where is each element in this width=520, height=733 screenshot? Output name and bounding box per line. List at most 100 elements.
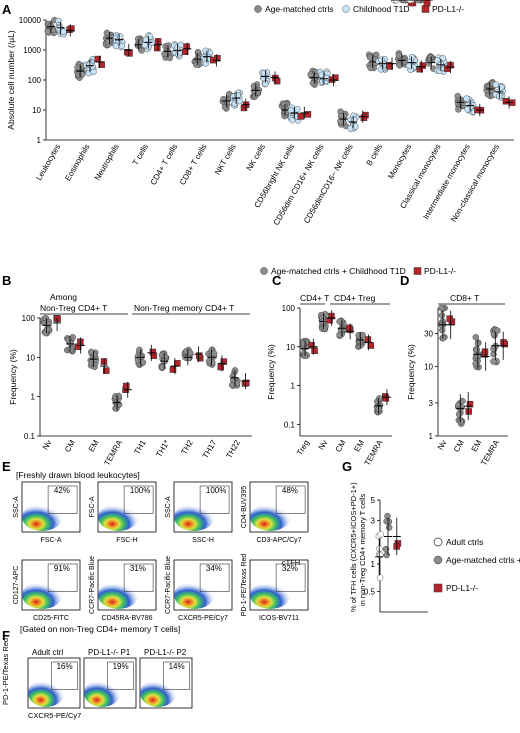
flow-e-7-xlabel: CXCR5-PE/Cy7: [178, 615, 228, 622]
chartG-point: [406, 0, 414, 4]
chartA-point: [194, 48, 202, 56]
chartC-xtick-label: EM: [352, 438, 366, 453]
chartG-point: [376, 574, 384, 581]
flow-e-2-ylabel: FSC-A: [89, 496, 96, 517]
flow-e-8-xlabel: ICOS-BV711: [259, 615, 299, 622]
legend-g-pdl1: PD-L1-/-: [446, 583, 478, 593]
chartD-ytick-label: 30: [424, 330, 433, 339]
panel-b-group-title-nontreg: Non-Treg CD4+ T: [40, 303, 107, 313]
chartD-point: [438, 304, 445, 312]
panel-label-g: G: [342, 459, 352, 474]
chartA-xtick-label: Eosinophils: [63, 143, 91, 183]
flow-f-3-pct: 14%: [169, 662, 185, 671]
chartD-ytick-label: 3: [429, 399, 434, 408]
chartA-point: [116, 33, 124, 40]
chartG-ytick-label: 0.5: [364, 588, 376, 597]
chartB-point-pdl1: [149, 348, 157, 356]
flow-e-5: 91% CD25-FITC CD127-APC: [13, 559, 81, 622]
legend-t1d: Childhood T1D: [353, 4, 410, 14]
chartB-ytick-label: 0.1: [24, 432, 36, 441]
panel-label-d: D: [400, 273, 409, 288]
chartC-point: [356, 337, 363, 344]
flow-e-3-gate: [199, 485, 230, 514]
chartB-point-pdl1: [243, 379, 250, 387]
chartA-point: [103, 29, 111, 37]
chartG-point: [377, 531, 384, 538]
flow-f-2: 19%: [83, 657, 137, 709]
flow-e-4-pct: 48%: [282, 486, 298, 495]
legend-pdl1: PD-L1-/-: [432, 4, 464, 14]
flow-f-title-1: Adult ctrl: [32, 648, 63, 657]
panel-g-ylabel-2: in non-Treg CD4+ memory T cells: [358, 494, 367, 606]
chartA-point-pdl1: [360, 114, 368, 121]
chartA-point: [367, 64, 374, 72]
chartB-point-pdl1: [54, 315, 61, 322]
chartC-ylabel: Frequency (%): [266, 344, 276, 400]
flow-e-7-density: [174, 581, 215, 609]
chartC-point-pdl1: [311, 347, 318, 354]
panel-f-flow: PD-1-PE/Texas Red CXCR5-PE/Cy7 Adult ctr…: [1, 638, 193, 720]
chartA-point-pdl1: [332, 74, 339, 82]
chartD-point: [457, 418, 465, 425]
chartC-point-pdl1: [308, 341, 315, 349]
chartA-point: [318, 71, 325, 79]
chartA-point-pdl1: [304, 111, 312, 118]
chartA-point: [104, 38, 112, 46]
flow-e-1-gate: [47, 485, 78, 514]
flow-e-5-density: [22, 581, 63, 609]
flow-e-1-density: [22, 503, 63, 531]
chartD-point: [438, 312, 446, 319]
legend-a: Age-matched ctrls Childhood T1D PD-L1-/-: [254, 4, 464, 14]
panel-d-group-title: CD8+ T: [450, 293, 479, 303]
chartC-xtick-label: TEMRA: [363, 438, 385, 467]
legend-g-combined-marker: [433, 555, 443, 565]
flow-e-2: 100% FSC-H FSC-A: [89, 481, 157, 544]
chartA-ytick-label: 1000: [23, 46, 41, 55]
chartB-point-pdl1: [195, 352, 203, 359]
chartC-point: [336, 318, 343, 325]
flow-e-6-gate: [123, 563, 154, 592]
chartD-xtick-label: EM: [470, 438, 484, 453]
chartB-point: [228, 381, 236, 389]
chartA-point: [141, 41, 149, 49]
chartB-point-pdl1: [217, 363, 225, 371]
flow-f-title-2: PD-L1-/- P1: [88, 648, 131, 657]
legend-g-adult: Adult ctrls: [446, 537, 483, 547]
flow-e-4: 48% CD3-APC/Cy7 CD4-BUV395: [241, 481, 309, 544]
chartA-point: [294, 106, 301, 113]
chartD-point: [490, 358, 497, 365]
flow-e-2-xlabel: FSC-H: [116, 537, 137, 544]
panel-label-e: E: [2, 459, 11, 474]
chartB-xtick-label: EM: [87, 438, 101, 453]
chartG-point: [385, 524, 393, 531]
flow-e-5-xlabel: CD25-FITC: [33, 615, 69, 622]
chartA-xtick-label: NKT cells: [213, 143, 238, 177]
flow-e-1-ylabel: SSC-A: [13, 496, 20, 518]
flow-e-4-density: [249, 503, 291, 531]
chartA-xtick-label: CD8+ T cells: [178, 143, 209, 187]
chartB-ytick-label: 10: [26, 353, 35, 362]
chartG-point: [383, 518, 390, 525]
chartA-point: [234, 92, 241, 99]
chartB-point-pdl1: [74, 343, 82, 351]
chartA-xtick-label: NK cells: [245, 143, 267, 173]
chartC-point: [359, 331, 366, 339]
chartG-point: [401, 0, 408, 4]
chartA-point: [194, 54, 201, 62]
flow-f-1-pct: 16%: [57, 662, 73, 671]
chartB-xtick-label: TH1: [132, 438, 148, 456]
legend-ctrl: Age-matched ctrls: [265, 4, 334, 14]
flow-e-8-pct: 32%: [282, 564, 298, 573]
legend-combined-marker: [260, 267, 268, 275]
chartA-point-pdl1: [153, 44, 161, 52]
chartD-point-pdl1: [501, 340, 509, 348]
chartA-point: [90, 68, 97, 76]
panel-e-flow: [Freshly drawn blood leukocytes] [Gated …: [13, 470, 309, 634]
chartG-point: [393, 0, 400, 4]
chartB-ylabel: Frequency (%): [8, 349, 18, 405]
chartA-point-pdl1: [126, 50, 133, 57]
chartA-point-pdl1: [68, 25, 75, 32]
flow-e-3: 100% SSC-H SSC-A: [165, 481, 233, 544]
